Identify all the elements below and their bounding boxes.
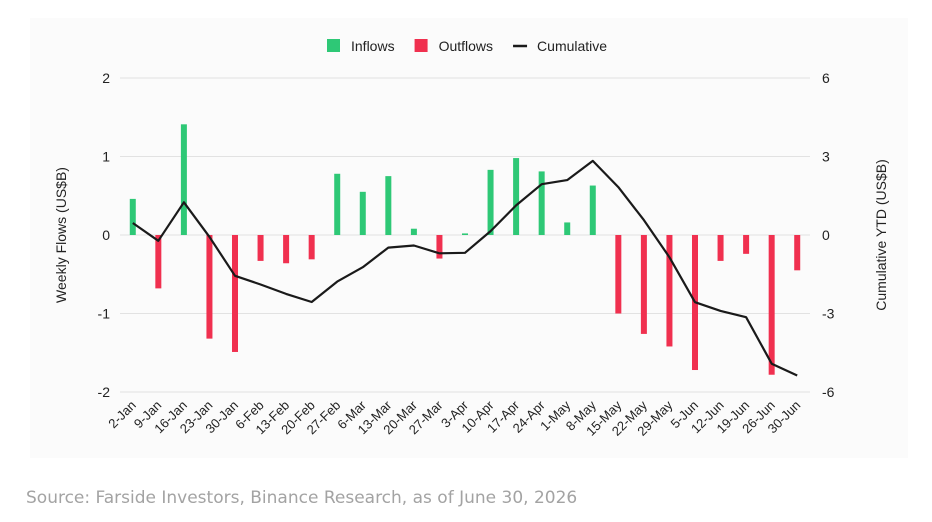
y2-axis-title: Cumulative YTD (US$B) — [873, 159, 889, 310]
outflow-bar — [436, 235, 443, 259]
inflow-bar — [334, 173, 341, 235]
outflow-bar — [206, 235, 213, 339]
chart-panel: 2 1 0 -1 -2 6 3 0 -3 -6 Weekly Flows (US$B) Cumulat… — [30, 18, 908, 458]
legend-label: Cumulative — [537, 38, 607, 54]
inflow-bar — [385, 176, 392, 235]
outflow-bar — [743, 235, 750, 254]
inflow-bar — [589, 185, 596, 235]
y2-tick-label: -6 — [822, 384, 835, 400]
outflow-bar — [232, 235, 238, 352]
y-tick-label: 0 — [102, 227, 110, 243]
inflow-bar — [487, 169, 494, 235]
inflow-bar — [359, 191, 366, 235]
y-tick-label: -2 — [98, 384, 111, 400]
source-note: Source: Farside Investors, Binance Resea… — [26, 488, 578, 508]
outflow-bar — [794, 235, 801, 271]
outflow-bar — [155, 235, 162, 289]
inflow-bar — [538, 171, 545, 235]
outflow-bar — [257, 235, 264, 261]
outflow-bar — [283, 235, 290, 264]
y-tick-label: -1 — [98, 306, 111, 322]
y2-tick-label: 3 — [822, 149, 830, 165]
x-tick-label: 2-Jan — [105, 398, 139, 432]
legend-swatch — [414, 39, 428, 52]
inflow-bar — [410, 228, 417, 235]
legend-swatch — [327, 39, 340, 52]
inflow-bar — [462, 233, 468, 235]
y-tick-label: 2 — [102, 70, 110, 86]
outflow-bar — [308, 235, 315, 260]
outflow-bar — [768, 235, 775, 375]
outflow-bar — [640, 235, 647, 334]
y2-tick-label: 6 — [822, 70, 830, 86]
inflow-bar — [564, 222, 571, 235]
y-tick-label: 1 — [102, 149, 110, 165]
y2-tick-label: 0 — [822, 227, 830, 243]
legend-label: Inflows — [351, 38, 395, 54]
y-axis-title: Weekly Flows (US$B) — [53, 167, 69, 303]
flows-chart: 2 1 0 -1 -2 6 3 0 -3 -6 Weekly Flows (US$B) Cumulat… — [53, 38, 889, 439]
inflow-bar — [129, 198, 136, 235]
legend-label: Outflows — [439, 38, 493, 54]
inflow-bar — [513, 158, 520, 235]
outflow-bar — [615, 235, 622, 314]
outflow-bar — [717, 235, 724, 261]
outflow-bar — [666, 235, 673, 347]
inflow-bar — [180, 124, 187, 235]
y2-tick-label: -3 — [822, 306, 835, 322]
cumulative-line — [132, 159, 798, 377]
